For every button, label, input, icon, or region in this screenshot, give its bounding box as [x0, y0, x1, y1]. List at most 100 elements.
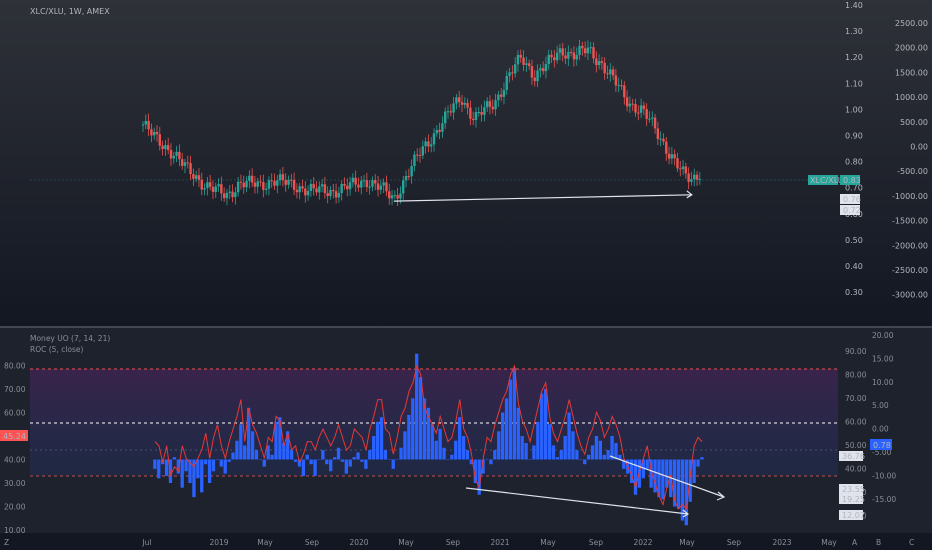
histogram-bar — [305, 454, 309, 460]
candle-body — [485, 101, 489, 108]
histogram-bar — [391, 459, 395, 469]
candle-body — [505, 75, 508, 90]
candle-body — [304, 188, 307, 196]
histogram-bar — [282, 443, 286, 460]
candle-body — [192, 174, 195, 179]
candle-body — [581, 45, 584, 49]
x-axis-tick: May — [398, 538, 414, 547]
candle-body — [620, 85, 623, 87]
candle-body — [444, 111, 447, 124]
histogram-bar — [239, 424, 243, 460]
candle-body — [491, 106, 494, 110]
left-value-badge: 45.24 — [0, 430, 28, 441]
candle-body — [234, 192, 237, 198]
candle-body — [670, 154, 674, 159]
candle-body — [457, 97, 461, 103]
candle-body — [611, 69, 615, 76]
lower-left-axis-tick: 60.00 — [4, 409, 26, 418]
corner-label-left[interactable]: Z — [4, 538, 9, 547]
badge-c: 19.25 — [839, 494, 865, 504]
candle-body — [561, 48, 564, 56]
histogram-bar — [332, 457, 337, 460]
histogram-bar — [610, 436, 614, 460]
candle-body — [499, 94, 503, 97]
histogram-bar — [649, 459, 653, 488]
candle-body — [575, 55, 578, 60]
histogram-bar — [266, 445, 270, 460]
candle-body — [360, 180, 363, 188]
lower-far-axis-tick: 10.00 — [872, 378, 894, 387]
badge-b: 23.55 — [839, 484, 865, 494]
candle-body — [407, 176, 411, 178]
candle-body — [564, 55, 567, 59]
histogram-bar — [336, 447, 341, 460]
histogram-bar — [665, 459, 669, 488]
histogram-bar — [598, 440, 602, 460]
candle-body — [388, 191, 391, 199]
lower-right-axis-tick: 60.00 — [845, 418, 867, 427]
candle-body — [480, 111, 483, 115]
candle-body — [592, 47, 595, 59]
candle-body — [231, 191, 234, 198]
main-far-axis-tick: 500.00 — [900, 118, 928, 127]
lower-right-axis-tick: 40.00 — [845, 465, 867, 474]
histogram-bar — [243, 445, 247, 460]
candle-body — [262, 182, 265, 190]
corner-label-a[interactable]: A — [852, 538, 858, 547]
candle-body — [158, 134, 161, 146]
histogram-bar — [540, 393, 544, 460]
candle-body — [332, 189, 335, 192]
main-axis-tick: 0.30 — [845, 288, 863, 297]
x-axis-tick: May — [257, 538, 273, 547]
histogram-bar — [211, 459, 216, 472]
candle-body — [253, 182, 257, 187]
histogram-group — [153, 353, 704, 526]
histogram-bar — [219, 459, 223, 467]
lower-far-axis-tick: -5.00 — [872, 448, 892, 457]
candle-body — [256, 181, 259, 187]
candle-body — [625, 97, 629, 107]
main-axis-tick: 1.10 — [845, 79, 863, 88]
candle-body — [273, 180, 276, 186]
candle-body — [424, 141, 427, 147]
histogram-bar — [246, 407, 251, 460]
badge-a: 36.76 — [839, 451, 865, 461]
candle-body — [637, 112, 640, 114]
time-axis-bar[interactable] — [0, 533, 932, 550]
candle-body — [340, 183, 343, 194]
candle-body — [298, 186, 301, 193]
corner-label-c[interactable]: C — [909, 538, 914, 547]
candle-body — [259, 181, 262, 183]
corner-label-b[interactable]: B — [876, 538, 881, 547]
candle-body — [525, 63, 528, 65]
main-far-axis-tick: -2000.00 — [892, 241, 928, 250]
histogram-bar — [411, 398, 415, 460]
histogram-bar — [481, 459, 485, 474]
histogram-bar — [321, 450, 325, 460]
candle-body — [292, 179, 296, 190]
candle-body — [572, 52, 576, 60]
candle-body — [679, 168, 682, 170]
candle-body — [667, 153, 671, 159]
histogram-bar — [344, 459, 348, 474]
histogram-bar — [192, 459, 196, 498]
gray-badge-2-text: 0.72 — [843, 206, 861, 215]
candle-body — [228, 191, 231, 193]
candle-body — [516, 54, 520, 65]
histogram-bar — [313, 459, 317, 476]
candle-body — [530, 65, 534, 78]
histogram-bar — [196, 459, 200, 479]
candle-body — [172, 155, 175, 159]
histogram-bar — [215, 459, 220, 460]
x-axis-tick: Jul — [141, 538, 151, 547]
histogram-bar — [403, 431, 407, 460]
histogram-bar — [442, 447, 446, 460]
histogram-bar — [352, 457, 356, 460]
candle-body — [189, 163, 192, 175]
histogram-bar — [508, 379, 513, 460]
candle-body — [183, 162, 187, 166]
candle-body — [511, 72, 514, 74]
histogram-bar — [489, 459, 493, 465]
histogram-bar — [348, 459, 352, 467]
